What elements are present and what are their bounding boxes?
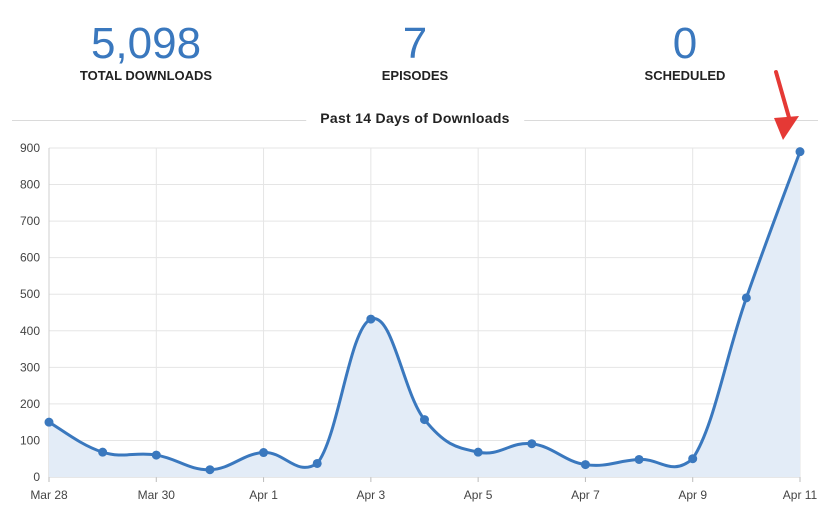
y-tick-label: 0 [33,470,40,484]
y-tick-label: 200 [20,397,40,411]
data-point [420,415,429,425]
scheduled-value: 0 [672,19,698,68]
data-point [312,458,322,468]
data-point [688,454,698,464]
data-point [634,454,644,464]
data-point [205,465,215,475]
total-downloads-value: 5,098 [90,19,202,68]
data-point [366,314,376,324]
series-area [49,151,800,477]
data-point [473,447,483,457]
x-tick-label: Apr 1 [249,488,278,502]
data-point [44,417,54,427]
data-point [741,293,751,303]
y-tick-label: 700 [20,214,40,228]
total-downloads-label: TOTAL DOWNLOADS [79,68,213,83]
summary-stats: 5,098 TOTAL DOWNLOADS 7 EPISODES 0 SCHED… [0,0,830,100]
data-point [259,448,269,458]
series-line [48,151,802,472]
x-tick-label: Mar 28 [30,488,68,502]
x-tick-label: Mar 30 [138,488,176,502]
x-tick-label: Apr 11 [783,488,818,502]
scheduled-stat: 0 SCHEDULED [575,18,795,84]
x-tick-label: Apr 7 [571,488,600,502]
y-tick-label: 500 [20,287,40,301]
data-point [580,460,590,470]
chart-header: Past 14 Days of Downloads [0,108,830,132]
chart-title: Past 14 Days of Downloads [306,110,524,126]
data-point [151,450,161,460]
total-downloads-stat: 5,098 TOTAL DOWNLOADS [36,18,256,84]
episodes-value: 7 [402,19,428,68]
y-tick-label: 800 [20,178,40,192]
data-point [527,439,537,449]
y-tick-label: 100 [20,433,40,447]
y-tick-label: 900 [20,141,40,155]
episodes-label: EPISODES [381,68,449,83]
x-tick-label: Apr 5 [464,488,493,502]
y-tick-label: 600 [20,251,40,265]
data-point [795,147,805,157]
x-tick-label: Apr 3 [357,488,386,502]
episodes-stat: 7 EPISODES [305,18,525,84]
data-point [98,447,108,457]
x-tick-label: Apr 9 [678,488,707,502]
y-tick-label: 300 [20,360,40,374]
y-tick-label: 400 [20,324,40,338]
scheduled-label: SCHEDULED [644,68,726,83]
